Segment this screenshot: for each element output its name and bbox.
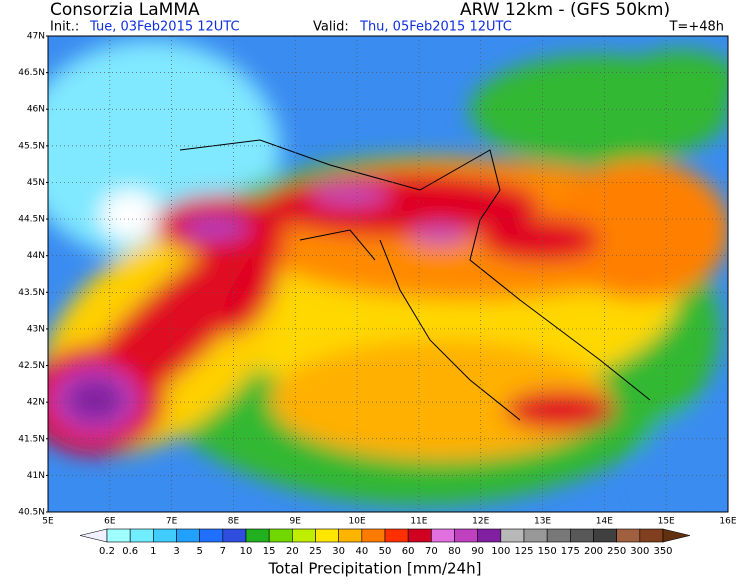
colorbar-box [361, 528, 386, 543]
colorbar-label: 0.6 [122, 546, 138, 557]
lat-tick-label: 42N [27, 398, 45, 408]
colorbar-label: 40 [355, 546, 368, 557]
colorbar-label: 50 [379, 546, 392, 557]
colorbar-label: 350 [653, 546, 672, 557]
colorbar-high [662, 528, 691, 543]
colorbar-box [500, 528, 525, 543]
lat-tick-label: 41N [27, 471, 45, 481]
model: ARW 12km - (GFS 50km) [460, 0, 670, 20]
colorbar-box [245, 528, 270, 543]
colorbar-box [593, 528, 617, 543]
colorbar-box [129, 528, 154, 543]
colorbar-box [222, 528, 247, 543]
precip-field [48, 36, 728, 512]
colorbar-box [431, 528, 455, 543]
lat-tick-label: 47N [27, 32, 45, 42]
colorbar-box [546, 528, 571, 543]
lat-tick-label: 45.5N [18, 141, 45, 151]
colorbar-label: 15 [263, 546, 276, 557]
colorbar-box [523, 528, 548, 543]
colorbar-label: 0.2 [99, 546, 115, 557]
colorbar-box [454, 528, 478, 543]
lon-tick-label: 5E [42, 517, 54, 527]
lat-tick-label: 42.5N [18, 361, 45, 371]
colorbar-label: 70 [425, 546, 438, 557]
colorbar-label: 100 [491, 546, 510, 557]
map-frame [47, 35, 729, 513]
colorbar-label: 20 [286, 546, 299, 557]
lat-tick-label: 44.5N [18, 215, 45, 225]
colorbar-label: 250 [607, 546, 626, 557]
lon-tick-label: 8E [228, 517, 240, 527]
lat-tick-label: 45N [27, 178, 45, 188]
lat-tick-label: 43.5N [18, 288, 45, 298]
valid-label: Valid: [313, 20, 349, 35]
colorbar-box [153, 528, 177, 543]
colorbar-box [199, 528, 224, 543]
lon-tick-label: 16E [719, 517, 736, 527]
colorbar-box [477, 528, 502, 543]
colorbar-box [315, 528, 339, 543]
colorbar-box [616, 528, 641, 543]
colorbar-box [639, 528, 664, 543]
colorbar-label: 80 [448, 546, 461, 557]
colorbar-box [570, 528, 594, 543]
lat-tick-label: 40.5N [18, 508, 45, 518]
colorbar-box [106, 528, 131, 543]
colorbar-box [384, 528, 409, 543]
colorbar-label: 60 [402, 546, 415, 557]
lon-tick-label: 15E [658, 517, 675, 527]
lat-tick-label: 43N [27, 324, 45, 334]
colorbar-label: 90 [471, 546, 484, 557]
colorbar-box [407, 528, 432, 543]
lon-tick-label: 7E [166, 517, 178, 527]
lat-tick-label: 46N [27, 105, 45, 115]
lead-time: T=+48h [668, 20, 724, 35]
colorbar-box [338, 528, 363, 543]
colorbar-label: 25 [309, 546, 322, 557]
colorbar-label: 150 [538, 546, 557, 557]
colorbar-box [176, 528, 200, 543]
lon-tick-label: 9E [290, 517, 302, 527]
colorbar-label: 5 [196, 546, 202, 557]
lon-tick-label: 12E [472, 517, 489, 527]
lat-tick-label: 46.5N [18, 68, 45, 78]
lon-tick-label: 13E [534, 517, 551, 527]
colorbar-label: 1 [150, 546, 156, 557]
colorbar-label: 300 [630, 546, 649, 557]
lon-tick-label: 10E [349, 517, 366, 527]
lat-tick-label: 44N [27, 251, 45, 261]
colorbar-title: Total Precipitation [mm/24h] [268, 560, 482, 578]
colorbar-label: 10 [240, 546, 253, 557]
colorbar-label: 125 [514, 546, 533, 557]
colorbar-label: 3 [173, 546, 179, 557]
colorbar-label: 30 [332, 546, 345, 557]
lon-tick-label: 11E [410, 517, 427, 527]
title: Consorzia LaMMA [50, 0, 200, 20]
lon-tick-label: 14E [596, 517, 613, 527]
lon-tick-label: 6E [104, 517, 116, 527]
colorbar-low [79, 528, 108, 543]
lat-tick-label: 41.5N [18, 434, 45, 444]
colorbar-label: 7 [220, 546, 226, 557]
colorbar-box [268, 528, 293, 543]
init-label: Init.: [50, 20, 79, 35]
coastline [179, 139, 651, 421]
colorbar-label: 175 [561, 546, 580, 557]
valid: Thu, 05Feb2015 12UTC [359, 20, 512, 35]
colorbar-box [292, 528, 316, 543]
colorbar-label: 200 [584, 546, 603, 557]
init: Tue, 03Feb2015 12UTC [89, 20, 240, 35]
